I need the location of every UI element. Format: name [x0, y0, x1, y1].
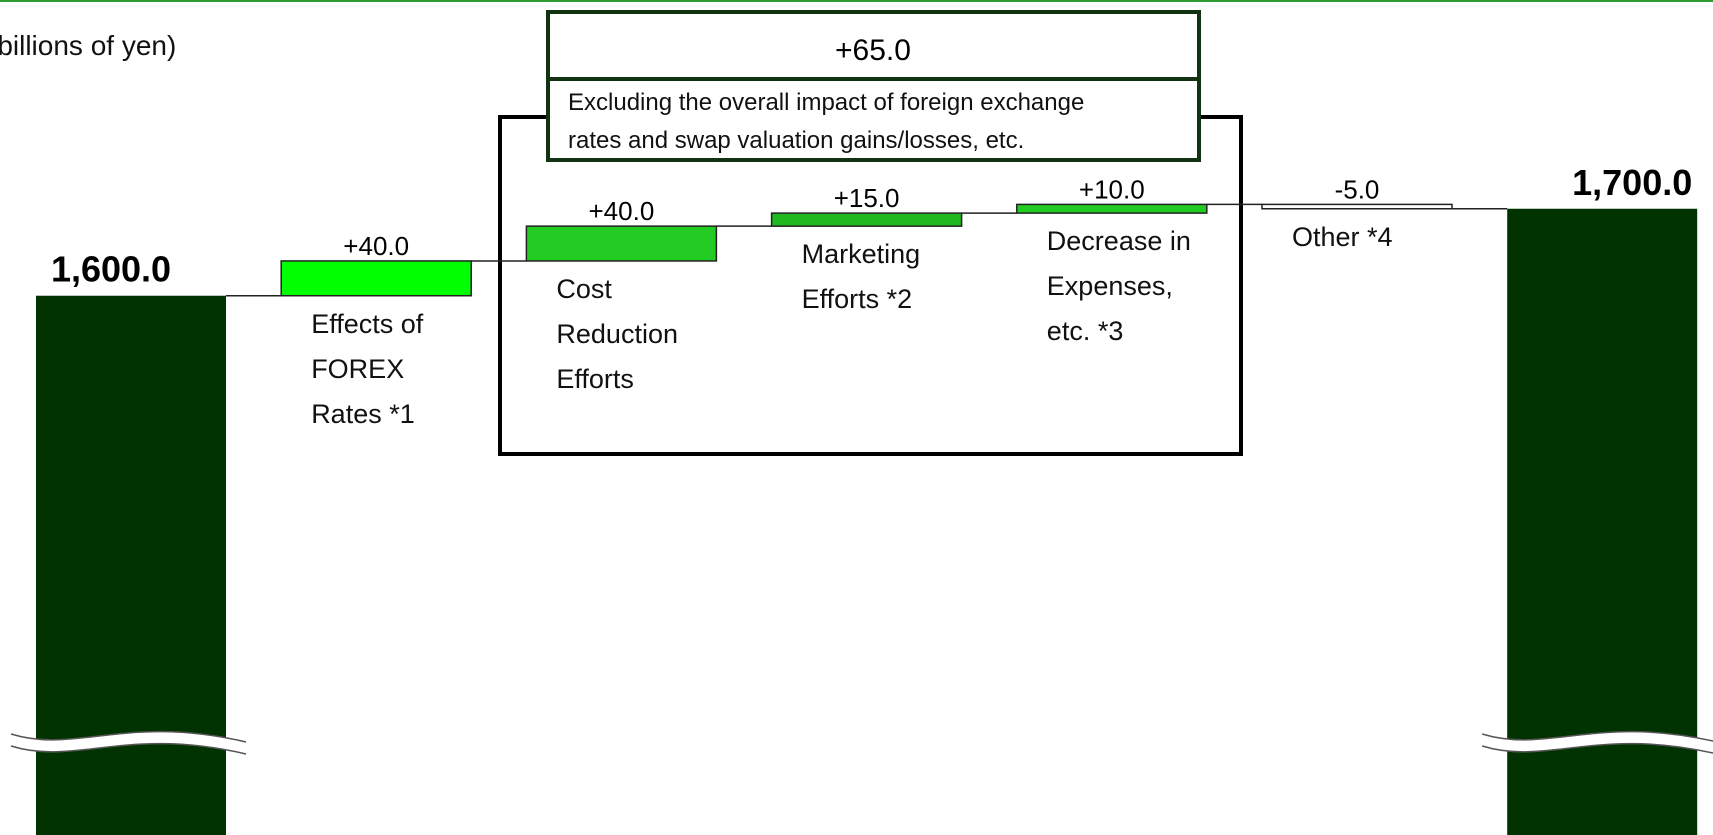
value-label: +40.0	[589, 196, 655, 226]
category-label: Effects of FOREX Rates *1	[311, 308, 424, 429]
value-label: +40.0	[343, 231, 409, 261]
bar	[525, 225, 718, 262]
total-label: 1,700.0	[1572, 162, 1692, 203]
axis-break-edge	[10, 731, 247, 743]
bar	[280, 260, 472, 297]
axis-break-edge	[1481, 731, 1713, 742]
value-label: +15.0	[834, 183, 900, 213]
bar	[1016, 203, 1208, 214]
value-label: -5.0	[1335, 174, 1380, 204]
annotation-note: Excluding the overall impact of foreign …	[568, 89, 1085, 154]
bar	[770, 212, 963, 227]
unit-label: (billions of yen)	[0, 30, 177, 61]
category-label: Marketing Efforts *2	[801, 239, 921, 315]
category-label: Other *4	[1292, 221, 1393, 252]
annotation-value: +65.0	[835, 34, 911, 67]
total-label: 1,600.0	[51, 249, 171, 290]
axis-break	[9, 731, 248, 754]
axis-break-edge	[1481, 743, 1713, 754]
bar	[36, 295, 226, 835]
bar	[1261, 203, 1453, 210]
category-label: Cost Reduction Efforts	[556, 273, 678, 394]
annotation-box	[546, 10, 1201, 162]
axis-break	[1480, 731, 1713, 754]
category-label: Decrease in Expenses, etc. *3	[1046, 226, 1191, 347]
bar	[1507, 208, 1698, 835]
value-label: +10.0	[1079, 174, 1145, 204]
axis-break-edge	[10, 743, 247, 755]
